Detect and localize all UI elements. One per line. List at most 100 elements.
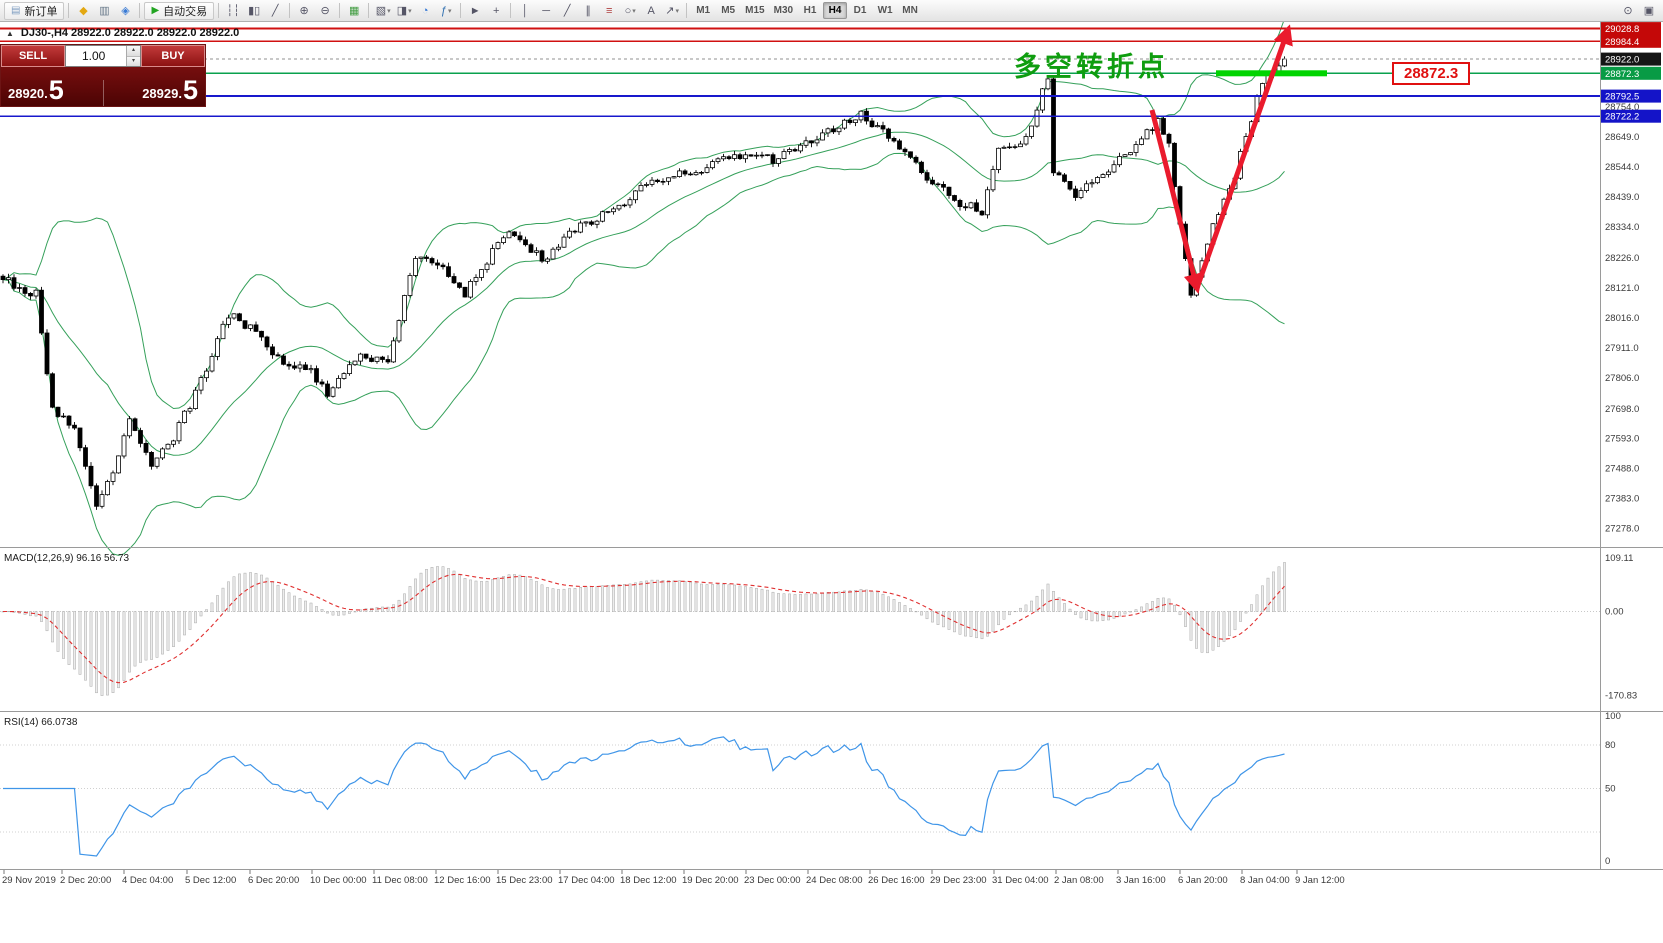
time-axis-label: 26 Dec 16:00 [868, 875, 925, 886]
fibonacci-icon[interactable]: ≡ [599, 2, 619, 20]
crosshair-icon[interactable]: + [486, 2, 506, 20]
toolbar-separator [368, 3, 370, 18]
dropdown-caret-icon: ▾ [632, 7, 636, 15]
price-axis-label: 28439.0 [1605, 192, 1639, 203]
bid-price-big-digit: 5 [48, 75, 64, 105]
timeframe-m30-button[interactable]: M30 [773, 5, 794, 16]
data-window-icon: ◈ [121, 5, 130, 17]
timeframe-w1-button[interactable]: W1 [877, 5, 893, 16]
indicators-icon: ƒ [440, 4, 447, 17]
macd-histogram [1, 562, 1286, 696]
time-axis-label: 29 Dec 23:00 [930, 875, 987, 886]
macd-indicator-label: MACD(12,26,9) 96.16 56.73 [4, 553, 130, 564]
timeframe-h4-button[interactable]: H4 [823, 2, 848, 19]
zoom-in-icon[interactable]: ⊕ [294, 2, 314, 20]
toolbar-separator [218, 3, 220, 18]
candlestick-series [0, 56, 1287, 510]
main-toolbar: ▤ 新订单 ◆ ▥ ◈ ▶ 自动交易 ┆┆ ▮▯ ╱ ⊕ ⊖ ▦ ▧ ▾ ◨ ▾ ◔ ƒ ▾ ► + │ ─ ╱ ∥ ≡ ○ ▾ A ↗ ▾ M… [0, 0, 1663, 22]
timeframe-h1-button[interactable]: H1 [803, 5, 817, 16]
new-order-button-label: 新订单 [24, 5, 58, 18]
timeframe-m1-button[interactable]: M1 [696, 5, 711, 16]
bid-price: 28920. 5 [1, 75, 103, 106]
cursor-icon[interactable]: ► [465, 2, 485, 20]
metaeditor-icon[interactable]: ◆ [73, 2, 93, 20]
price-axis-label: 27488.0 [1605, 464, 1639, 475]
symbol-ohlc-text: DJ30-,H4 28922.0 28922.0 28922.0 28922.0 [20, 27, 240, 39]
buy-button[interactable]: BUY [141, 45, 205, 67]
time-axis-label: 17 Dec 04:00 [558, 875, 615, 886]
time-axis-label: 10 Dec 00:00 [310, 875, 367, 886]
print-icon[interactable]: ▥ [94, 2, 114, 20]
rsi-axis-label: 50 [1605, 784, 1616, 795]
time-axis-label: 31 Dec 04:00 [992, 875, 1049, 886]
price-axis-label: 27698.0 [1605, 404, 1639, 415]
collapse-panel-toggle-icon[interactable]: ▲ [6, 28, 14, 38]
shapes-icon: ○ [624, 4, 632, 17]
timeframe-m5-button[interactable]: M5 [721, 5, 736, 16]
rsi-axis-label: 100 [1605, 711, 1621, 722]
equidistant-channel-icon[interactable]: ∥ [578, 2, 598, 20]
search-icon[interactable]: ⊙ [1618, 2, 1638, 20]
time-axis-label: 12 Dec 16:00 [434, 875, 491, 886]
text-label-icon[interactable]: A [641, 2, 661, 20]
candlestick-chart-icon: ▮▯ [248, 5, 261, 17]
timeframe-mn-button[interactable]: MN [902, 5, 918, 16]
toolbar-separator [68, 3, 70, 18]
equidistant-channel-icon: ∥ [585, 5, 591, 17]
fibonacci-icon: ≡ [605, 4, 613, 17]
arrow-objects-icon[interactable]: ↗ ▾ [662, 2, 682, 20]
time-axis-label: 15 Dec 23:00 [496, 875, 553, 886]
trendline-icon[interactable]: ╱ [557, 2, 577, 20]
line-chart-icon[interactable]: ╱ [265, 2, 285, 20]
profiles-icon[interactable]: ◨ ▾ [394, 2, 414, 20]
zoom-out-icon[interactable]: ⊖ [315, 2, 335, 20]
cursor-icon: ► [469, 4, 481, 17]
chart-title-bar: ▲ DJ30-,H4 28922.0 28922.0 28922.0 28922… [6, 27, 239, 39]
timeframe-d1-button[interactable]: D1 [853, 5, 867, 16]
price-tag [1601, 109, 1661, 123]
dropdown-caret-icon: ▾ [447, 7, 452, 15]
horizontal-line-icon[interactable]: ─ [536, 2, 556, 20]
macd-signal-line [3, 573, 1285, 684]
volume-increase-button[interactable]: ▴ [127, 46, 140, 57]
timeframe-m15-button[interactable]: M15 [745, 5, 765, 16]
new-order-button[interactable]: ▤ 新订单 [4, 1, 65, 20]
volume-value: 1.00 [82, 49, 106, 63]
price-tag [1601, 89, 1661, 103]
shapes-icon[interactable]: ○ ▾ [620, 2, 640, 20]
rsi-line [3, 736, 1285, 857]
ask-price-prefix: 28929. [142, 86, 182, 101]
data-window-icon[interactable]: ◈ [115, 2, 135, 20]
time-axis-label: 6 Dec 20:00 [248, 875, 299, 886]
workspace-icon[interactable]: ▣ [1639, 2, 1659, 20]
volume-decrease-button[interactable]: ▾ [127, 56, 140, 66]
bar-chart-icon[interactable]: ┆┆ [223, 2, 243, 20]
time-axis-label: 2 Jan 08:00 [1054, 875, 1104, 886]
indicators-icon[interactable]: ƒ ▾ [436, 2, 456, 20]
autotrading-button[interactable]: ▶ 自动交易 [144, 1, 215, 20]
time-axis-label: 19 Dec 20:00 [682, 875, 739, 886]
candlestick-chart-icon[interactable]: ▮▯ [244, 2, 264, 20]
profiles-icon: ◨ [396, 5, 408, 17]
macd-axis-label: 109.11 [1605, 553, 1633, 564]
sell-button[interactable]: SELL [1, 45, 65, 67]
vertical-line-icon: │ [521, 4, 529, 17]
price-axis-label: 28016.0 [1605, 313, 1639, 324]
tile-windows-icon[interactable]: ▦ [344, 2, 364, 20]
trend-arrow [1194, 24, 1293, 289]
period-clock-icon[interactable]: ◔ [415, 2, 435, 20]
time-axis-label: 23 Dec 00:00 [744, 875, 801, 886]
new-chart-icon[interactable]: ▧ ▾ [373, 2, 393, 20]
chart-window: 28754.0 28649.0 28544.0 28439.0 28334.0 28226… [0, 22, 1663, 943]
autotrading-icon: ▶ [151, 4, 160, 16]
one-click-trading-panel: SELL 1.00 ▴ ▾ BUY 28920. 5 28929. 5 [0, 44, 206, 107]
vertical-line-icon[interactable]: │ [515, 2, 535, 20]
price-tag-label: 28922.0 [1605, 55, 1639, 66]
volume-stepper[interactable]: 1.00 ▴ ▾ [65, 45, 141, 67]
crosshair-icon: + [492, 4, 500, 17]
bid-price-prefix: 28920. [8, 86, 48, 101]
zoom-in-icon: ⊕ [299, 5, 309, 17]
price-axis-label: 28226.0 [1605, 253, 1639, 264]
time-axis-label: 2 Dec 20:00 [60, 875, 111, 886]
chart-canvas[interactable]: 28754.0 28649.0 28544.0 28439.0 28334.0 28226… [0, 22, 1663, 943]
